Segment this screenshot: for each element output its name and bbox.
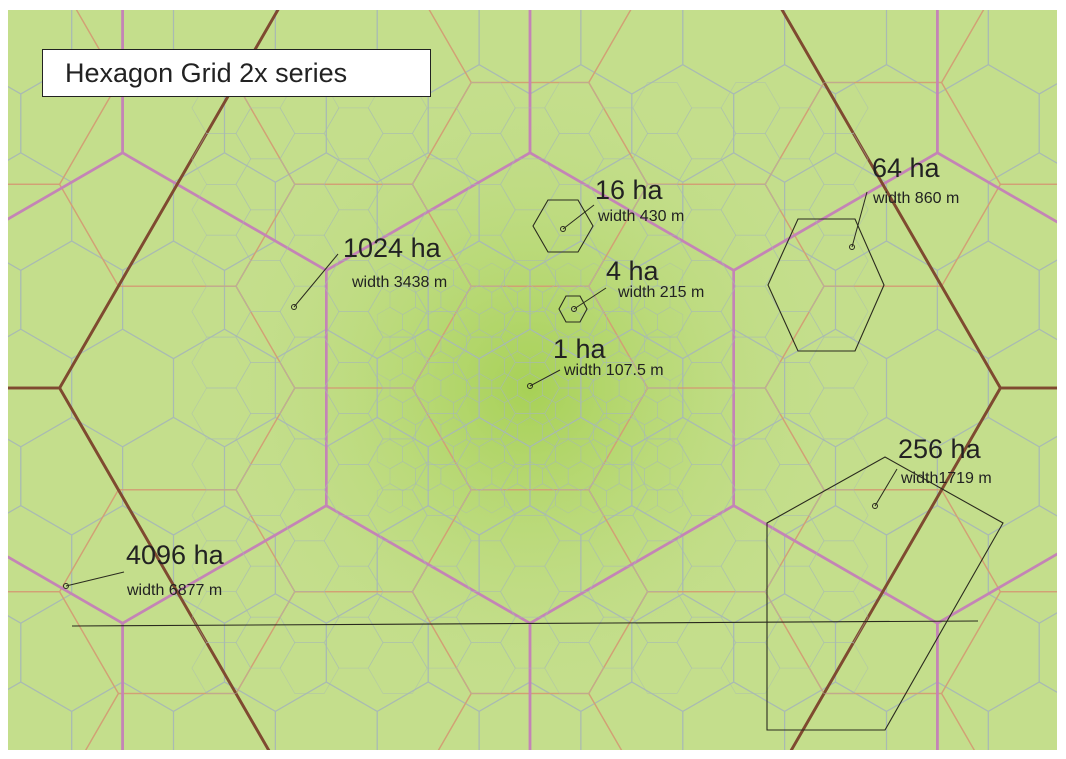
- scale-line-4096ha: [71, 620, 979, 627]
- grid-hexagon: [225, 0, 327, 6]
- grid-hexagon: [0, 0, 21, 6]
- label-leaders: [63, 191, 898, 589]
- width-label-16ha: width 430 m: [598, 208, 685, 225]
- grid-hexagon: [326, 0, 428, 6]
- area-label-16ha: 16 ha: [595, 175, 663, 205]
- leader-1ha: [529, 369, 561, 387]
- leader-4096ha: [65, 571, 125, 587]
- map-title: Hexagon Grid 2x series: [42, 49, 431, 97]
- area-label-256ha: 256 ha: [898, 434, 981, 464]
- leader-16ha: [562, 204, 595, 230]
- grid-hexagon: [836, 0, 938, 6]
- sample-hexagon-256ha: [766, 456, 1004, 731]
- grid-hexagon: [940, 10, 1057, 185]
- leader-1024ha: [293, 253, 339, 308]
- grid-hexagon: [937, 0, 1039, 6]
- leader-dot-1024ha: [291, 304, 297, 310]
- grid-hexagon: [656, 483, 684, 514]
- grid-hexagon: [734, 0, 836, 6]
- center-density-glow: [8, 10, 1057, 750]
- grid-hexagon: [1039, 0, 1066, 6]
- leader-dot-16ha: [560, 226, 566, 232]
- grid-hexagon: [530, 0, 632, 6]
- leader-dot-1ha: [527, 383, 533, 389]
- grid-hexagon: [428, 0, 530, 6]
- width-label-256ha: width1719 m: [901, 470, 992, 487]
- grid-hexagon: [1038, 435, 1057, 517]
- grid-hexagon: [21, 0, 123, 6]
- leader-dot-4096ha: [63, 583, 69, 589]
- grid-hexagon: [936, 552, 1057, 750]
- grid-hexagon: [987, 681, 1057, 750]
- width-label-4ha: width 215 m: [618, 284, 705, 301]
- grid-hexagon: [57, 10, 1003, 750]
- width-label-1ha: width 107.5 m: [564, 362, 664, 379]
- grid-center-detail: [191, 82, 869, 694]
- leader-64ha: [851, 191, 868, 248]
- width-label-1024ha: width 3438 m: [352, 274, 448, 291]
- grid-hexagon: [940, 591, 1057, 750]
- area-label-64ha: 64 ha: [872, 153, 940, 183]
- sample-hexagon-64ha: [767, 218, 885, 352]
- width-label-64ha: width 860 m: [873, 190, 960, 207]
- area-label-1024ha: 1024 ha: [343, 233, 441, 263]
- sample-hexagon-16ha: [532, 199, 594, 253]
- area-label-4ha: 4 ha: [606, 256, 659, 286]
- leader-dot-256ha: [872, 503, 878, 509]
- grid-hexagon: [1038, 259, 1057, 341]
- sample-hexagons: [71, 199, 1004, 731]
- leader-4ha: [573, 287, 607, 310]
- grid-hexagon: [1038, 612, 1057, 693]
- sample-hexagon-4ha: [558, 295, 588, 323]
- leader-dot-64ha: [849, 244, 855, 250]
- leader-dot-4ha: [571, 306, 577, 312]
- area-label-4096ha: 4096 ha: [126, 540, 224, 570]
- area-label-1ha: 1 ha: [553, 334, 606, 364]
- grid-hexagon: [1038, 83, 1057, 164]
- leader-256ha: [874, 468, 898, 507]
- width-label-4096ha: width 6877 m: [127, 582, 223, 599]
- grid-hexagon: [808, 642, 869, 694]
- grid-hexagon: [123, 0, 225, 6]
- grid-hexagon: [632, 0, 734, 6]
